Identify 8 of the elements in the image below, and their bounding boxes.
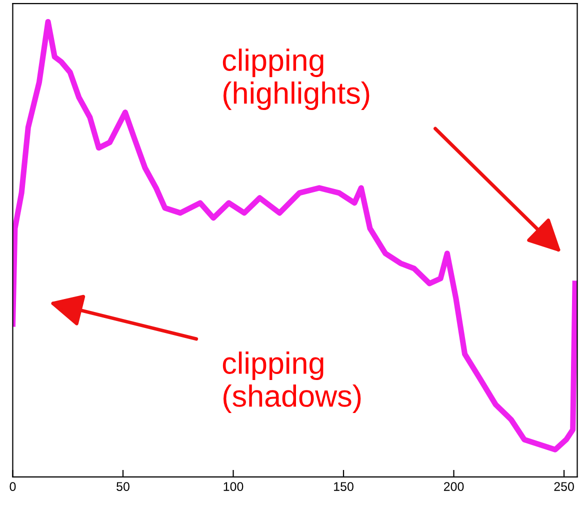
x-tick-label: 0 [10,482,16,491]
x-tick-label: 100 [224,482,244,491]
x-tick-label: 200 [444,482,464,491]
annotation: clipping (highlights) [222,48,370,110]
annotation: clipping (shadows) [222,352,361,413]
x-tick-label: 50 [116,482,130,491]
x-tick-label: 250 [554,482,574,491]
x-tick-label: 150 [334,482,354,491]
